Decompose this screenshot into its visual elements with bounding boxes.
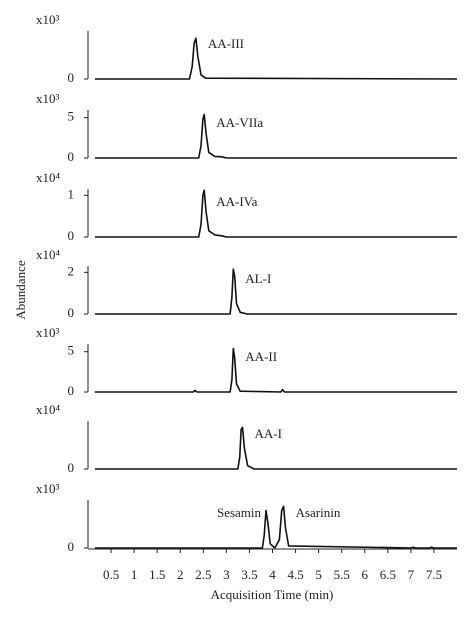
y-tick-label: 5 xyxy=(68,109,75,124)
scale-label: x10⁴ xyxy=(36,170,61,185)
trace xyxy=(274,505,457,549)
x-tick-label: 3.5 xyxy=(241,567,257,582)
y-tick-label: 2 xyxy=(68,263,75,278)
peak-label: AA-III xyxy=(208,36,244,51)
y-tick-label: 5 xyxy=(68,343,75,358)
y-tick-label: 0 xyxy=(68,539,75,554)
scale-label: x10³ xyxy=(36,481,60,496)
x-tick-label: 1 xyxy=(131,567,138,582)
x-tick-label: 1.5 xyxy=(149,567,165,582)
x-tick-label: 3 xyxy=(223,567,230,582)
trace xyxy=(94,426,457,470)
peak-label: AA-I xyxy=(255,426,282,441)
scale-label: x10³ xyxy=(36,91,60,106)
trace xyxy=(94,509,276,549)
peak-label: AA-IVa xyxy=(216,194,257,209)
x-tick-label: 5.5 xyxy=(334,567,350,582)
peak-label: AL-I xyxy=(245,271,271,286)
y-axis-title: Abundance xyxy=(13,260,28,319)
trace xyxy=(94,347,457,393)
scale-label: x10⁴ xyxy=(36,402,61,417)
trace xyxy=(94,113,457,159)
scale-label: x10³ xyxy=(36,12,60,27)
y-tick-label: 1 xyxy=(68,186,75,201)
y-tick-label: 0 xyxy=(68,70,75,85)
scale-label: x10⁴ xyxy=(36,247,61,262)
trace xyxy=(94,268,457,315)
x-tick-label: 5 xyxy=(315,567,322,582)
x-tick-label: 4 xyxy=(269,567,276,582)
peak-label: Asarinin xyxy=(296,505,341,520)
x-tick-label: 7 xyxy=(408,567,415,582)
x-tick-label: 6.5 xyxy=(380,567,396,582)
y-tick-label: 0 xyxy=(68,383,75,398)
x-tick-label: 2.5 xyxy=(195,567,211,582)
peak-label: AA-VIIa xyxy=(216,115,263,130)
x-tick-label: 6 xyxy=(362,567,369,582)
peak-label: AA-II xyxy=(245,349,277,364)
peak-label: Sesamin xyxy=(217,505,262,520)
x-tick-label: 4.5 xyxy=(287,567,303,582)
trace xyxy=(94,189,457,238)
y-tick-label: 0 xyxy=(68,460,75,475)
x-tick-label: 0.5 xyxy=(103,567,119,582)
y-tick-label: 0 xyxy=(68,228,75,243)
trace xyxy=(94,37,458,80)
x-tick-label: 2 xyxy=(177,567,184,582)
x-tick-label: 7.5 xyxy=(426,567,442,582)
x-axis-title: Acquisition Time (min) xyxy=(211,587,334,602)
y-tick-label: 0 xyxy=(68,305,75,320)
scale-label: x10³ xyxy=(36,325,60,340)
y-tick-label: 0 xyxy=(68,149,75,164)
